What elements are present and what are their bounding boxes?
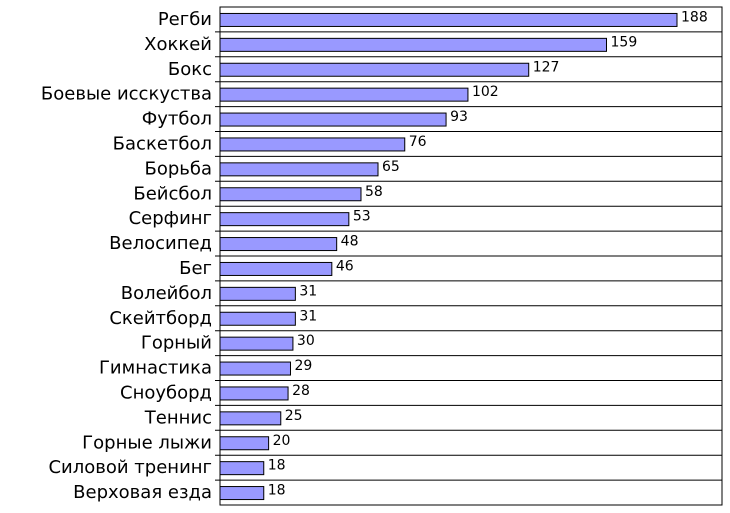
bar [219,212,350,227]
category-label: Бег [179,258,212,279]
bar [219,87,469,102]
value-label: 18 [268,458,286,474]
bar [219,336,294,351]
category-label: Горные лыжи [82,432,212,453]
bar [219,286,296,301]
category-label: Борьба [144,158,212,179]
category-label: Бейсбол [133,183,212,204]
bar [219,62,530,77]
bar [219,112,447,127]
category-label: Хоккей [144,34,212,55]
category-label: Гимнастика [99,358,212,379]
category-label: Бокс [168,59,212,80]
value-label: 159 [611,34,638,50]
bar [219,361,291,376]
value-label: 65 [382,159,400,175]
bar [219,261,333,276]
value-label: 188 [681,9,708,25]
category-label: Скейтборд [109,308,212,329]
value-label: 18 [268,483,286,499]
bar [219,237,338,252]
category-label: Верховая езда [73,482,212,503]
category-label: Сноуборд [120,382,212,403]
category-label: Боевые исскуства [41,84,212,105]
bar [219,187,362,202]
value-label: 25 [285,408,303,424]
bar [219,436,270,451]
value-label: 31 [299,283,317,299]
value-label: 20 [273,433,291,449]
category-label: Регби [158,9,212,30]
value-label: 76 [409,134,427,150]
category-labels: Регби Хоккей Бокс Боевые исскуства Футбол Бас… [41,9,212,503]
value-label: 31 [299,308,317,324]
value-label: 28 [292,383,310,399]
category-label: Велосипед [109,233,212,254]
value-label: 58 [365,184,383,200]
bars [219,12,678,501]
value-label: 48 [341,234,359,250]
category-label: Серфинг [129,208,212,229]
category-label: Футбол [142,109,212,130]
value-label: 29 [294,358,312,374]
bar [219,461,265,476]
category-label: Волейбол [121,283,212,304]
bar [219,386,289,401]
category-label: Горный [141,333,212,354]
value-label: 30 [297,333,315,349]
category-label: Теннис [144,407,212,428]
value-label: 102 [472,84,499,100]
category-label: Баскетбол [113,133,212,154]
value-label: 46 [336,258,354,274]
bar [219,486,265,501]
bar [219,411,282,426]
bar [219,137,406,152]
bar [219,311,296,326]
value-label: 93 [450,109,468,125]
value-label: 53 [353,209,371,225]
bar [219,12,678,27]
bar [219,37,608,52]
bar [219,162,379,177]
gridlines [215,31,722,481]
value-label: 127 [533,59,560,75]
category-label: Силовой тренинг [48,457,212,478]
